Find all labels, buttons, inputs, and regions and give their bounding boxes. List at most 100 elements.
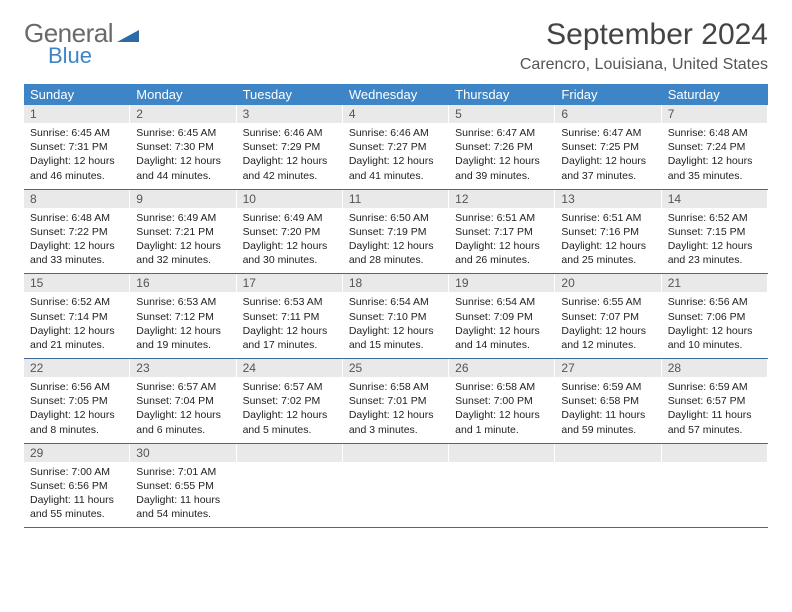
day-body: Sunrise: 6:59 AMSunset: 6:57 PMDaylight:… [662,377,768,443]
day-number: 23 [130,359,236,377]
daylight-line: Daylight: 12 hours and 32 minutes. [136,239,230,267]
day-cell: 10Sunrise: 6:49 AMSunset: 7:20 PMDayligh… [237,190,343,274]
day-body: Sunrise: 6:49 AMSunset: 7:20 PMDaylight:… [237,208,343,274]
day-body: Sunrise: 6:52 AMSunset: 7:14 PMDaylight:… [24,292,130,358]
daylight-line: Daylight: 12 hours and 46 minutes. [30,154,124,182]
daylight-line: Daylight: 11 hours and 57 minutes. [668,408,762,436]
sunset-line: Sunset: 7:00 PM [455,394,549,408]
sunset-line: Sunset: 7:24 PM [668,140,762,154]
daylight-line: Daylight: 11 hours and 59 minutes. [561,408,655,436]
daylight-line: Daylight: 12 hours and 17 minutes. [243,324,337,352]
day-cell: 3Sunrise: 6:46 AMSunset: 7:29 PMDaylight… [237,105,343,189]
day-body: Sunrise: 6:45 AMSunset: 7:30 PMDaylight:… [130,123,236,189]
day-number: 4 [343,105,449,123]
day-body: Sunrise: 6:47 AMSunset: 7:25 PMDaylight:… [555,123,661,189]
dow-saturday: Saturday [662,84,768,105]
day-of-week-header: SundayMondayTuesdayWednesdayThursdayFrid… [24,84,768,105]
day-cell: 6Sunrise: 6:47 AMSunset: 7:25 PMDaylight… [555,105,661,189]
daylight-line: Daylight: 12 hours and 14 minutes. [455,324,549,352]
day-cell: 30Sunrise: 7:01 AMSunset: 6:55 PMDayligh… [130,444,236,528]
sunrise-line: Sunrise: 6:50 AM [349,211,443,225]
daylight-line: Daylight: 12 hours and 35 minutes. [668,154,762,182]
sunrise-line: Sunrise: 6:52 AM [668,211,762,225]
day-cell: 24Sunrise: 6:57 AMSunset: 7:02 PMDayligh… [237,359,343,443]
daylight-line: Daylight: 12 hours and 30 minutes. [243,239,337,267]
day-number: 16 [130,274,236,292]
day-number: 26 [449,359,555,377]
dow-tuesday: Tuesday [237,84,343,105]
title-block: September 2024 Carencro, Louisiana, Unit… [520,18,768,74]
day-body: Sunrise: 6:53 AMSunset: 7:11 PMDaylight:… [237,292,343,358]
sunset-line: Sunset: 7:31 PM [30,140,124,154]
empty-day-number [662,444,768,462]
day-body: Sunrise: 6:57 AMSunset: 7:02 PMDaylight:… [237,377,343,443]
sunset-line: Sunset: 7:19 PM [349,225,443,239]
day-cell: 2Sunrise: 6:45 AMSunset: 7:30 PMDaylight… [130,105,236,189]
day-body: Sunrise: 6:58 AMSunset: 7:00 PMDaylight:… [449,377,555,443]
daylight-line: Daylight: 11 hours and 54 minutes. [136,493,230,521]
day-cell: 16Sunrise: 6:53 AMSunset: 7:12 PMDayligh… [130,274,236,358]
day-number: 18 [343,274,449,292]
day-body: Sunrise: 6:55 AMSunset: 7:07 PMDaylight:… [555,292,661,358]
sunset-line: Sunset: 7:26 PM [455,140,549,154]
day-body: Sunrise: 6:56 AMSunset: 7:06 PMDaylight:… [662,292,768,358]
daylight-line: Daylight: 12 hours and 37 minutes. [561,154,655,182]
week-row: 8Sunrise: 6:48 AMSunset: 7:22 PMDaylight… [24,190,768,275]
day-number: 1 [24,105,130,123]
day-number: 3 [237,105,343,123]
sunrise-line: Sunrise: 6:57 AM [243,380,337,394]
sunset-line: Sunset: 7:11 PM [243,310,337,324]
sunset-line: Sunset: 7:15 PM [668,225,762,239]
sunset-line: Sunset: 6:56 PM [30,479,124,493]
sunset-line: Sunset: 7:21 PM [136,225,230,239]
sunset-line: Sunset: 7:29 PM [243,140,337,154]
sunrise-line: Sunrise: 6:59 AM [668,380,762,394]
daylight-line: Daylight: 12 hours and 5 minutes. [243,408,337,436]
day-cell: 9Sunrise: 6:49 AMSunset: 7:21 PMDaylight… [130,190,236,274]
daylight-line: Daylight: 12 hours and 23 minutes. [668,239,762,267]
dow-monday: Monday [130,84,236,105]
day-cell: 12Sunrise: 6:51 AMSunset: 7:17 PMDayligh… [449,190,555,274]
day-number: 13 [555,190,661,208]
day-cell: 28Sunrise: 6:59 AMSunset: 6:57 PMDayligh… [662,359,768,443]
day-body: Sunrise: 6:51 AMSunset: 7:16 PMDaylight:… [555,208,661,274]
day-cell: 25Sunrise: 6:58 AMSunset: 7:01 PMDayligh… [343,359,449,443]
sunset-line: Sunset: 7:02 PM [243,394,337,408]
day-cell: 22Sunrise: 6:56 AMSunset: 7:05 PMDayligh… [24,359,130,443]
day-number: 25 [343,359,449,377]
day-number: 17 [237,274,343,292]
day-body: Sunrise: 6:57 AMSunset: 7:04 PMDaylight:… [130,377,236,443]
daylight-line: Daylight: 12 hours and 44 minutes. [136,154,230,182]
sunrise-line: Sunrise: 6:49 AM [243,211,337,225]
daylight-line: Daylight: 12 hours and 6 minutes. [136,408,230,436]
day-number: 9 [130,190,236,208]
location-text: Carencro, Louisiana, United States [520,56,768,74]
day-cell: 13Sunrise: 6:51 AMSunset: 7:16 PMDayligh… [555,190,661,274]
day-number: 11 [343,190,449,208]
day-number: 30 [130,444,236,462]
sunset-line: Sunset: 6:57 PM [668,394,762,408]
day-cell: 4Sunrise: 6:46 AMSunset: 7:27 PMDaylight… [343,105,449,189]
logo: General Blue [24,18,139,69]
daylight-line: Daylight: 12 hours and 25 minutes. [561,239,655,267]
daylight-line: Daylight: 12 hours and 15 minutes. [349,324,443,352]
day-cell: 18Sunrise: 6:54 AMSunset: 7:10 PMDayligh… [343,274,449,358]
day-number: 10 [237,190,343,208]
day-body: Sunrise: 6:51 AMSunset: 7:17 PMDaylight:… [449,208,555,274]
daylight-line: Daylight: 12 hours and 3 minutes. [349,408,443,436]
day-number: 7 [662,105,768,123]
sunrise-line: Sunrise: 6:54 AM [455,295,549,309]
week-row: 29Sunrise: 7:00 AMSunset: 6:56 PMDayligh… [24,444,768,529]
sunset-line: Sunset: 7:04 PM [136,394,230,408]
day-cell: 17Sunrise: 6:53 AMSunset: 7:11 PMDayligh… [237,274,343,358]
sunrise-line: Sunrise: 6:56 AM [30,380,124,394]
day-number: 24 [237,359,343,377]
day-number: 6 [555,105,661,123]
daylight-line: Daylight: 12 hours and 28 minutes. [349,239,443,267]
month-title: September 2024 [520,18,768,52]
day-cell: 26Sunrise: 6:58 AMSunset: 7:00 PMDayligh… [449,359,555,443]
sunset-line: Sunset: 7:27 PM [349,140,443,154]
dow-wednesday: Wednesday [343,84,449,105]
day-number: 29 [24,444,130,462]
daylight-line: Daylight: 12 hours and 39 minutes. [455,154,549,182]
